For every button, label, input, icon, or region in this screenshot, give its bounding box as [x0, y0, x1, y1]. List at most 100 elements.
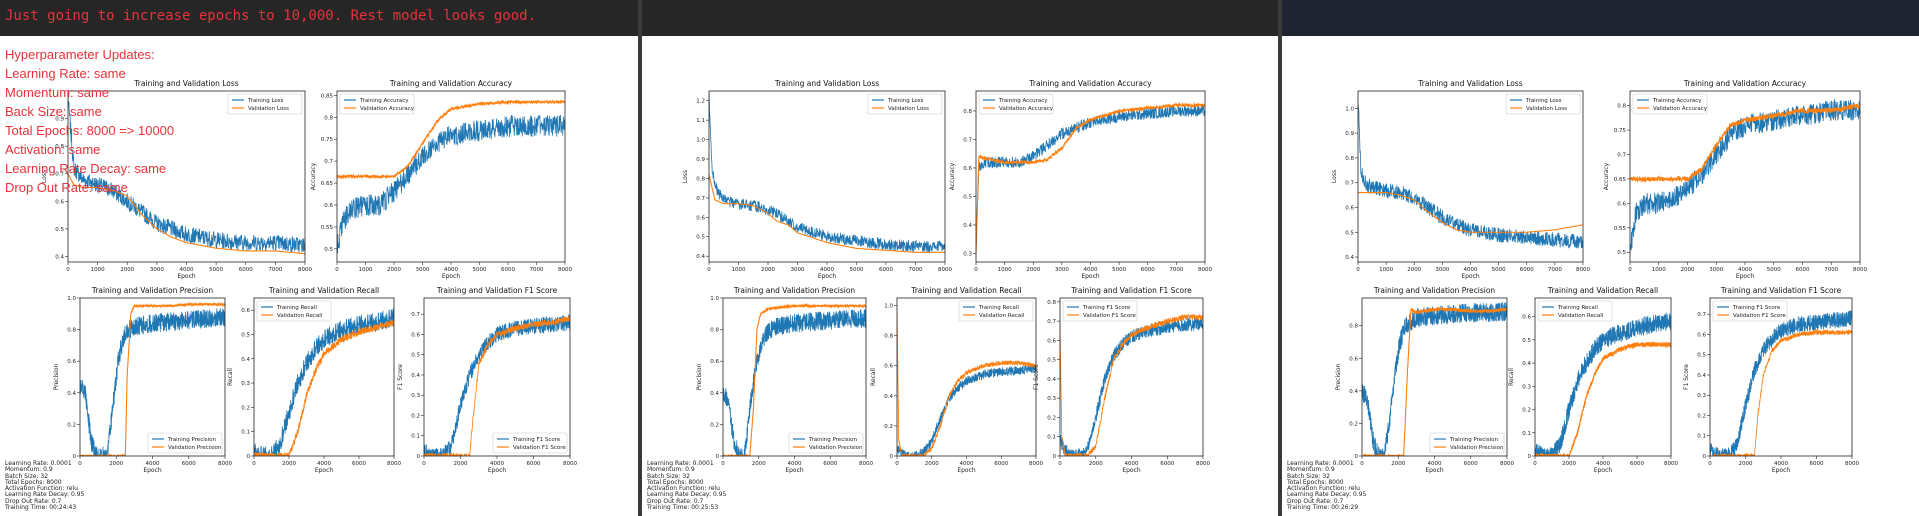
y-tick-label: 0.4	[1047, 377, 1056, 383]
y-tick-label: 1.0	[884, 304, 893, 310]
chart-1: Training and Validation Accuracy 0 1000 200…	[310, 79, 572, 280]
info-line: Learning Rate Decay: 0.95	[1287, 491, 1367, 499]
y-tick-label: 0.4	[411, 373, 420, 379]
validation-series-line	[80, 301, 225, 456]
x-tick-label: 0	[1628, 267, 1632, 273]
y-tick-label: 0.6	[884, 364, 893, 370]
legend: Training F1 Score Validation F1 Score	[1712, 300, 1788, 322]
chart-title: Training and Validation Accuracy	[1028, 79, 1152, 88]
y-tick-label: 0	[73, 454, 77, 460]
y-tick-label: 0.6	[1349, 356, 1358, 362]
x-tick-label: 0	[1356, 267, 1360, 273]
y-tick-label: 0.5	[1617, 250, 1626, 256]
legend-label: Validation Recall	[979, 313, 1025, 319]
x-axis-label: Epoch	[1122, 467, 1141, 474]
y-tick-label: 0.6	[1697, 332, 1706, 338]
validation-series-line	[1630, 103, 1860, 184]
y-tick-label: 0	[247, 454, 251, 460]
y-tick-label: 0.1	[1697, 434, 1706, 440]
x-tick-label: 1000	[998, 267, 1012, 273]
x-tick-label: 3000	[416, 267, 430, 273]
x-axis-label: Epoch	[1425, 467, 1444, 474]
y-tick-label: 0.7	[55, 172, 64, 178]
legend: Training Loss Validation Loss	[867, 93, 943, 115]
y-tick-label: 0.3	[1697, 393, 1706, 399]
x-tick-label: 1000	[1379, 267, 1393, 273]
chart-title: Training and Validation Loss	[774, 79, 879, 88]
x-tick-label: 8000	[1664, 461, 1678, 467]
chart-title: Training and Validation Accuracy	[1683, 79, 1807, 88]
y-axis-label: F1 Score	[397, 364, 404, 390]
legend-label: Validation Recall	[277, 313, 323, 319]
y-axis-label: Precision	[53, 363, 60, 390]
x-tick-label: 7000	[1169, 267, 1183, 273]
x-tick-label: 4000	[820, 267, 834, 273]
info-line: Drop Out Rate: 0.7	[5, 497, 62, 505]
y-tick-label: 0.3	[1047, 396, 1056, 402]
x-tick-label: 8000	[387, 461, 401, 467]
info-line: Batch Size: 32	[5, 472, 49, 480]
plot-frame	[896, 297, 1037, 457]
y-tick-label: 0.2	[884, 424, 893, 430]
legend-label: Training Loss	[887, 98, 924, 104]
legend-label: Training F1 Score	[512, 437, 561, 443]
y-tick-label: 0.6	[710, 359, 719, 365]
chart-0: Training and Validation Loss 0 1000 2000 300…	[41, 79, 312, 280]
x-tick-label: 3000	[1709, 267, 1723, 273]
y-tick-label: 0.8	[324, 115, 333, 121]
updates-header: Hyperparameter Updates:	[5, 47, 155, 62]
y-axis-label: F1 Score	[1683, 364, 1690, 390]
x-tick-label: 5000	[1112, 267, 1126, 273]
x-tick-label: 0	[422, 461, 426, 467]
y-tick-label: 0.4	[696, 254, 705, 260]
info-line: Training Time: 00:26:29	[1287, 504, 1359, 512]
y-tick-label: 0.6	[696, 215, 705, 221]
y-tick-label: 1.0	[710, 296, 719, 302]
legend-label: Training Precision	[1449, 437, 1499, 443]
training-series-line	[1710, 310, 1852, 456]
info-line: Learning Rate: 0.0001	[647, 460, 714, 467]
training-series-line	[80, 308, 225, 456]
x-tick-label: 4000	[1428, 461, 1442, 467]
x-tick-label: 4000	[1596, 461, 1610, 467]
note-bar: Just going to increase epochs to 10,000.…	[0, 0, 638, 36]
x-tick-label: 4000	[444, 267, 458, 273]
y-tick-label: 0.55	[321, 225, 334, 231]
y-tick-label: 0.9	[1345, 131, 1354, 137]
y-tick-label: 0.75	[1614, 128, 1627, 134]
legend: Training Accuracy Validation Accuracy	[339, 93, 415, 115]
validation-series-line	[68, 173, 305, 255]
chart-6: Training and Validation Accuracy 0 1000 200…	[949, 79, 1212, 280]
x-tick-label: 6000	[823, 461, 837, 467]
x-tick-label: 3000	[791, 267, 805, 273]
x-tick-label: 5000	[1767, 267, 1781, 273]
info-line: Training Time: 00:24:43	[5, 504, 77, 512]
y-tick-label: 0.5	[55, 227, 64, 233]
legend: Training Precision Validation Precision	[147, 432, 223, 454]
y-tick-label: 0.8	[710, 328, 719, 334]
x-tick-label: 0	[66, 267, 70, 273]
info-line: Drop Out Rate: 0.7	[1287, 497, 1344, 505]
legend-label: Validation F1 Score	[513, 445, 566, 451]
x-tick-label: 8000	[1196, 461, 1210, 467]
x-tick-label: 6000	[1464, 461, 1478, 467]
x-tick-label: 4000	[1774, 461, 1788, 467]
info-line: Batch Size: 32	[647, 472, 691, 480]
y-tick-label: 0.3	[1522, 384, 1531, 390]
update-line: Learning Rate Decay: same	[5, 161, 167, 176]
x-tick-label: 6000	[182, 461, 196, 467]
info-line: Training Time: 00:25:53	[647, 504, 719, 512]
y-tick-label: 1.0	[1345, 106, 1354, 112]
y-tick-label: 0.6	[241, 308, 250, 314]
legend-label: Training Precision	[808, 437, 858, 443]
validation-series-line	[1060, 313, 1203, 456]
y-tick-label: 0.65	[1614, 177, 1627, 183]
training-series-line	[254, 307, 394, 456]
y-tick-label: 0	[890, 454, 894, 460]
x-tick-label: 8000	[1198, 267, 1212, 273]
panel-top-bar	[1282, 0, 1919, 36]
panel-top-bar	[642, 0, 1278, 36]
y-tick-label: 0.4	[1345, 255, 1354, 261]
x-tick-label: 6000	[1630, 461, 1644, 467]
x-axis-label: Epoch	[1461, 273, 1480, 280]
